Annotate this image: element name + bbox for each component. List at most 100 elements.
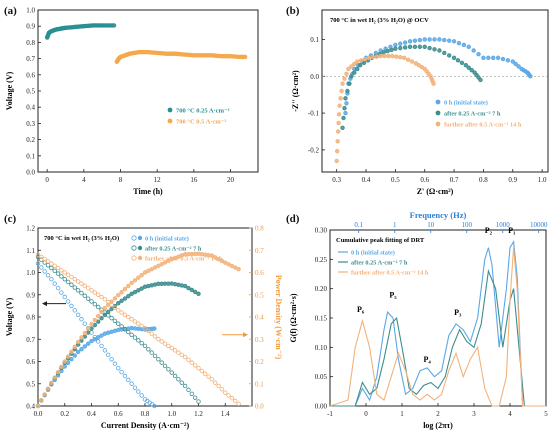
- x-tick-label: 1.0: [538, 176, 547, 184]
- voltage-point: [82, 293, 88, 299]
- series-point: [386, 53, 391, 59]
- plot-frame: [321, 9, 549, 173]
- power-point: [55, 369, 61, 375]
- series-point: [393, 46, 398, 51]
- series-point: [478, 77, 483, 83]
- x-tick-label: 3: [472, 410, 476, 418]
- voltage-point: [39, 265, 44, 270]
- peak-label: P₃: [454, 308, 462, 317]
- voltage-point: [126, 314, 131, 320]
- voltage-point: [229, 396, 235, 401]
- series-point: [491, 55, 496, 61]
- y2-tick-label: 0.2: [255, 358, 264, 366]
- voltage-point: [82, 321, 88, 326]
- voltage-point: [52, 263, 57, 269]
- voltage-point: [95, 339, 101, 344]
- voltage-point: [132, 319, 138, 324]
- series-point: [417, 37, 423, 43]
- y2-tick-label: 0.5: [255, 291, 264, 299]
- series-point: [513, 61, 518, 67]
- series-point: [370, 55, 376, 60]
- voltage-point: [172, 348, 178, 353]
- voltage-point: [122, 327, 128, 332]
- series-point: [412, 38, 418, 43]
- voltage-point: [126, 329, 131, 335]
- x-tick-label: 0: [364, 410, 368, 418]
- voltage-point: [55, 285, 61, 291]
- legend-label: after 0.25 A·cm⁻² 7 h: [351, 260, 408, 267]
- series-point: [347, 81, 352, 86]
- series-point: [446, 53, 452, 58]
- y-tick-label: 0.0: [26, 169, 35, 177]
- series-point: [358, 58, 364, 63]
- peak-label: P₄: [424, 355, 432, 364]
- series-point: [456, 40, 462, 46]
- power-point: [142, 270, 148, 275]
- power-point: [79, 347, 84, 352]
- voltage-point: [42, 256, 47, 262]
- power-point: [166, 258, 171, 264]
- voltage-point: [119, 324, 124, 329]
- x-tick-label: 16: [190, 176, 198, 184]
- series-point: [349, 74, 354, 79]
- voltage-point: [136, 338, 141, 343]
- power-point: [69, 349, 74, 354]
- voltage-point: [79, 281, 84, 286]
- x-axis-label: log (2πτ): [423, 421, 453, 430]
- voltage-point: [129, 332, 134, 337]
- panel-b: (b) 0.3 0.4 0.5 0.6 0.7 0.8 0.9 1.0 -0.2 -0.1 0.0 0.…: [286, 5, 549, 196]
- voltage-point: [55, 271, 61, 276]
- power-point: [186, 285, 191, 291]
- voltage-point: [65, 272, 71, 277]
- voltage-point: [85, 296, 91, 301]
- series-point: [336, 112, 342, 117]
- y-tick-label: 0.9: [26, 23, 35, 31]
- voltage-point: [186, 387, 191, 393]
- voltage-point: [196, 399, 201, 404]
- voltage-point: [202, 371, 208, 376]
- y-tick-label: 0.20: [315, 285, 328, 293]
- series-point: [355, 59, 360, 64]
- legend-marker: [435, 99, 441, 105]
- series-point: [407, 44, 413, 50]
- voltage-point: [172, 373, 178, 379]
- x-axis-label: Z' (Ω·cm²): [417, 187, 454, 196]
- series-point: [342, 76, 347, 81]
- legend-label: 700 °C 0.5 A·cm⁻²: [176, 119, 226, 126]
- y-tick-label: 0.1: [310, 36, 319, 44]
- x-tick-label: 1.0: [167, 410, 176, 418]
- x-tick-label: 0.2: [60, 410, 69, 418]
- power-point: [162, 260, 168, 265]
- series-point: [422, 37, 427, 42]
- series-point: [437, 37, 442, 42]
- power-point: [119, 289, 124, 295]
- power-point: [213, 255, 218, 260]
- power-point: [146, 268, 151, 274]
- voltage-point: [179, 352, 184, 358]
- power-point: [116, 292, 121, 298]
- power-point: [233, 265, 238, 270]
- y-tick-label: -0.1: [308, 110, 320, 118]
- legend-marker: [137, 235, 143, 241]
- arrow-left-head: [42, 301, 47, 307]
- power-point: [126, 293, 131, 299]
- series-point: [335, 139, 340, 144]
- series-point: [242, 54, 248, 60]
- power-point: [85, 326, 91, 331]
- x2-tick-label: 0.1: [354, 221, 363, 229]
- voltage-point: [139, 323, 144, 329]
- legend-label: after 0.25 A·cm⁻² 7 h: [444, 111, 501, 118]
- series-point: [417, 44, 423, 50]
- voltage-point: [65, 279, 71, 285]
- voltage-point: [92, 302, 98, 307]
- power-point: [226, 262, 231, 267]
- y-tick-label: 0.10: [315, 344, 328, 352]
- x-tick-label: 1: [400, 410, 404, 418]
- voltage-point: [219, 387, 225, 392]
- voltage-point: [169, 345, 174, 351]
- voltage-point: [62, 276, 67, 282]
- voltage-point: [79, 317, 84, 322]
- x-tick-label: 12: [154, 176, 162, 184]
- series-point: [339, 88, 344, 94]
- y-tick-label: 0.30: [315, 227, 328, 235]
